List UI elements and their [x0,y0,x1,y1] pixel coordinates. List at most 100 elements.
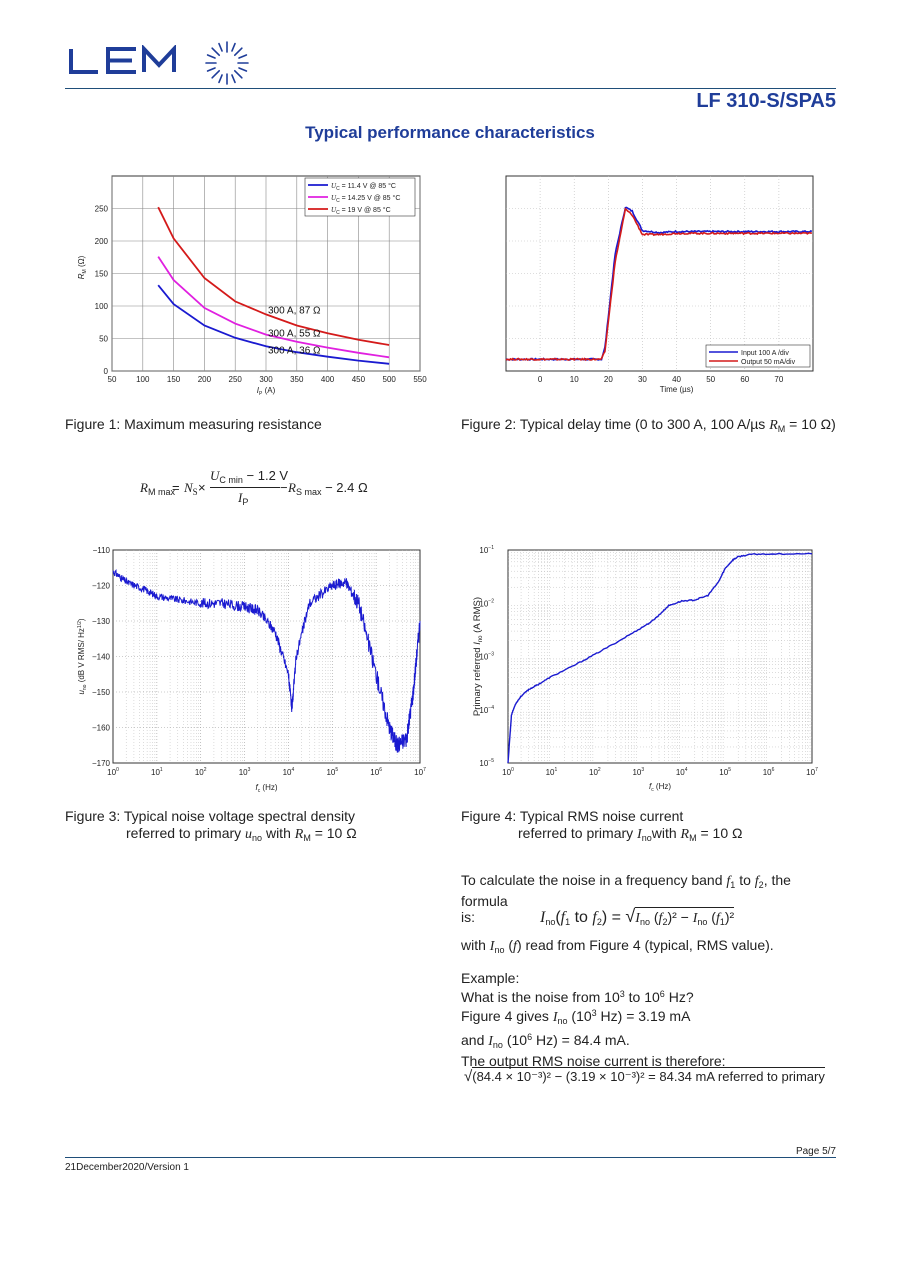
x-tick-exp: 0 [116,767,119,773]
noise-result: √(84.4 × 10⁻³)² − (3.19 × 10⁻³)² = 84.34… [464,1067,825,1085]
y-tick-label: −170 [92,759,111,768]
x-tick-label: 30 [638,375,647,384]
y-tick-label: 10−1 [479,545,494,555]
x-tick-base: 10 [632,768,641,777]
legend-text: = 14.25 V @ 85 °C [340,194,401,202]
series-line [157,256,390,359]
annotation-label: 300 A, 36 Ω [268,346,321,357]
x-tick-label: 500 [383,375,397,384]
x-axis-label: fc (Hz) [649,782,671,793]
x-axis-unit: (Hz) [260,783,278,792]
y-axis-label: Primary referred Ino (A RMS) [472,597,484,716]
y-tick-base: 10 [479,759,488,768]
y-axis-sup: 1/2 [77,621,83,628]
x-tick-label: 103 [239,767,251,777]
y-tick-label: 10−5 [479,758,494,768]
y-axis-var: R [77,273,86,279]
x-tick-exp: 1 [554,767,557,773]
sunburst-ray [238,67,248,72]
y-tick-label: 150 [95,270,109,279]
x-tick-label: 100 [502,767,514,777]
lem-logo [69,45,176,74]
x-tick-base: 10 [370,768,379,777]
legend-label: UC = 14.25 V @ 85 °C [331,194,400,204]
figure-4-chart: 100 101 102 103 104 105 106 10710−510−410−310−2… [472,545,818,793]
y-tick-exp: −2 [488,598,494,604]
y-tick-base: 10 [479,653,488,662]
sunburst-ray [233,69,243,79]
x-tick-label: 107 [414,767,426,777]
y-tick-exp: −3 [488,652,494,658]
y-axis-end: ) [77,618,86,621]
x-axis-sub: c [258,788,261,794]
legend-label: Output 50 mA/div [741,359,796,366]
x-tick-exp: 2 [598,767,601,773]
x-tick-base: 10 [151,768,160,777]
noise-with: with Ino (f) read from Figure 4 (typical… [461,937,774,955]
x-axis-sub: P [259,391,263,396]
series-line [112,568,421,753]
figure-1-chart: 50 100 150 200 250 300 350 400 450 500 55005010015… [77,175,427,396]
x-tick-base: 10 [107,768,116,777]
resistance-formula: RM max = NS × UC min − 1.2 V IP − RS max… [140,468,368,507]
legend-text: = 19 V @ 85 °C [340,206,391,214]
y-tick-exp: −1 [488,545,494,551]
x-tick-label: 102 [589,767,601,777]
y-axis-prefix: Primary referred [472,645,483,716]
legend-symbol-sub: C [336,198,340,204]
y-tick-label: −110 [93,546,111,555]
x-axis-var: f [255,783,258,792]
figure-2-chart: 0 10 20 30 40 50 60 70 Input 100 A /div Output 50… [505,175,814,394]
x-tick-base: 10 [719,768,728,777]
y-tick-label: −130 [92,617,111,626]
x-tick-label: 106 [763,767,775,777]
y-axis-var: I [472,642,483,645]
y-tick-label: −120 [92,582,111,591]
y-tick-label: 0 [104,367,109,376]
legend: Input 100 A /div Output 50 mA/div [705,344,811,368]
x-tick-base: 10 [326,768,335,777]
y-tick-label: 50 [99,335,108,344]
section-title: Typical performance characteristics [305,123,595,142]
x-tick-label: 150 [167,375,181,384]
y-tick-base: 10 [479,599,488,608]
footer-rule [65,1157,836,1158]
y-tick-base: 10 [479,546,488,555]
sunburst-ray [233,47,243,57]
x-tick-exp: 6 [772,767,775,773]
legend-symbol-sub: C [336,186,340,192]
x-tick-base: 10 [414,768,423,777]
sunburst-icon [205,41,249,85]
page-number: Page 5/7 [795,1146,836,1157]
sunburst-ray [206,54,216,59]
y-axis-var: u [77,690,86,695]
legend-label: UC = 19 V @ 85 °C [331,206,391,216]
x-tick-base: 10 [763,768,772,777]
x-tick-exp: 4 [291,767,294,773]
figure-3-caption: Figure 3: Typical noise voltage spectral… [65,808,357,843]
legend-symbol: U [331,194,337,202]
y-tick-label: 100 [95,302,109,311]
figure-1-caption: Figure 1: Maximum measuring resistance [65,416,322,432]
x-tick-exp: 1 [160,767,163,773]
x-tick-exp: 5 [335,767,338,773]
x-axis-var: I [257,386,260,395]
y-tick-label: 10−3 [479,652,494,662]
sunburst-ray [231,74,236,84]
y-axis-unit: (A RMS) [472,597,483,636]
legend-label: Input 100 A /div [741,350,789,357]
y-tick-label: −160 [92,724,111,733]
y-tick-label: 10−4 [479,705,494,715]
figure-4-caption: Figure 4: Typical RMS noise current refe… [461,808,743,843]
y-axis-sub: no [478,635,484,642]
y-tick-label: 200 [95,237,109,246]
x-tick-label: 550 [413,375,427,384]
x-tick-label: 105 [719,767,731,777]
x-tick-base: 10 [195,768,204,777]
sunburst-ray [211,69,221,79]
x-tick-label: 40 [672,375,681,384]
x-tick-base: 10 [676,768,685,777]
y-tick-label: −140 [92,653,111,662]
plot-area [507,549,813,764]
